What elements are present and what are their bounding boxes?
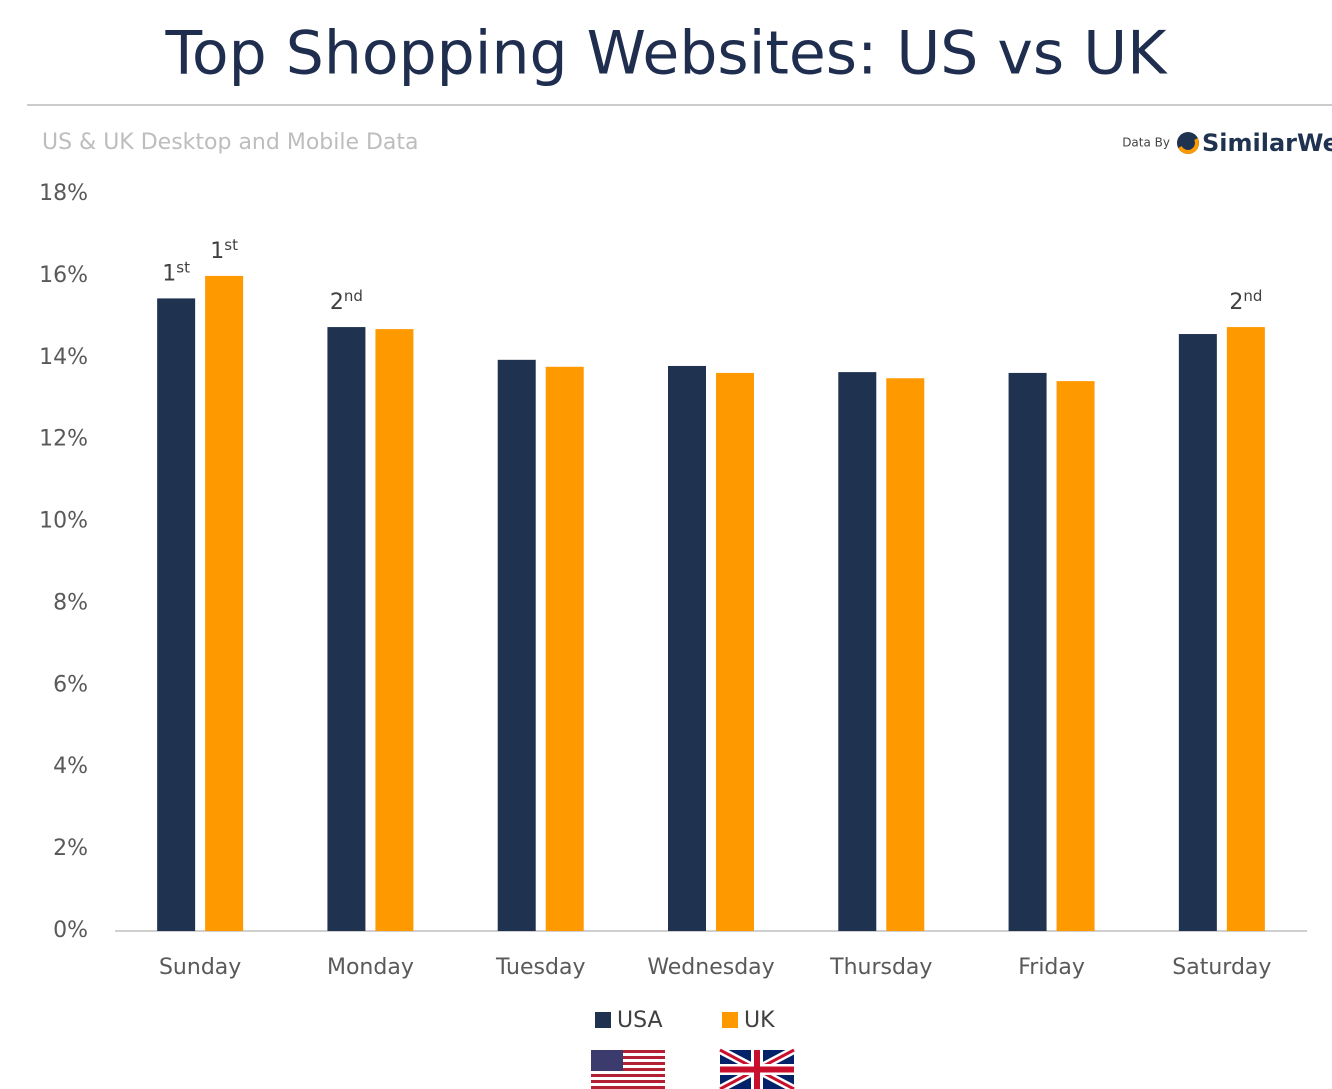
y-tick-label: 12% [39,427,88,452]
y-tick-label: 18% [39,181,88,206]
y-tick-label: 14% [39,345,88,370]
bar [838,372,877,931]
bar [1008,372,1047,931]
bar [545,366,584,932]
chart-title: Top Shopping Websites: US vs UK [164,19,1168,89]
x-tick-label: Monday [327,955,414,980]
bar [716,372,754,931]
bar [327,327,366,931]
bar [886,378,925,931]
x-tick-label: Sunday [159,955,241,980]
legend-swatch [595,1012,611,1028]
x-tick-label: Wednesday [647,955,774,980]
rank-label: 1st [210,235,238,264]
x-tick-label: Thursday [829,955,932,980]
bar [668,365,706,931]
uk-flag [718,1046,796,1089]
y-tick-label: 2% [53,836,88,861]
bar [497,359,536,931]
source-label: Data By [1122,136,1170,150]
bar [157,298,196,931]
brand-name: SimilarWeb [1202,129,1332,157]
bar [205,275,244,931]
x-tick-label: Saturday [1172,955,1271,980]
y-tick-label: 8% [53,590,88,615]
y-tick-label: 16% [39,263,88,288]
y-tick-label: 0% [53,918,88,943]
chart-subtitle: US & UK Desktop and Mobile Data [42,130,419,155]
rank-label: 1st [162,258,190,287]
y-tick-label: 4% [53,754,88,779]
us-flag [591,1050,665,1089]
bar [1178,334,1217,931]
brand-logo-icon [1177,132,1199,154]
legend-label: UK [744,1008,775,1033]
bar [375,329,414,931]
rank-label: 2nd [330,287,363,316]
y-tick-label: 6% [53,672,88,697]
x-tick-label: Tuesday [495,955,586,980]
bar [1226,327,1265,931]
x-tick-label: Friday [1018,955,1085,980]
y-tick-label: 10% [39,509,88,534]
legend-label: USA [617,1008,663,1033]
bar [1056,381,1095,932]
legend-swatch [722,1012,738,1028]
rank-label: 2nd [1229,287,1262,316]
